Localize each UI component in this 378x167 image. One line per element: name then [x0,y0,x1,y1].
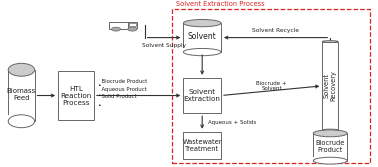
Bar [183,48,221,52]
Text: Biocrude Product
  Aqueous Product
  Solid Product: Biocrude Product Aqueous Product Solid P… [98,79,147,99]
Text: Biocrude +
Solvent: Biocrude + Solvent [256,81,287,92]
Circle shape [128,27,137,31]
Bar [109,22,128,29]
Text: •: • [97,93,101,98]
Text: •: • [97,103,101,108]
Bar [172,9,370,163]
Ellipse shape [322,41,338,43]
Bar [322,42,338,130]
Bar [8,115,35,121]
Bar [313,133,347,161]
Ellipse shape [183,20,221,27]
Circle shape [112,27,121,31]
Text: Aqueous + Solids: Aqueous + Solids [208,120,256,125]
Bar [8,70,35,121]
Text: Solvent Supply: Solvent Supply [142,43,186,48]
Bar [183,132,221,159]
Bar [129,23,136,26]
Ellipse shape [313,130,347,137]
Text: Solvent Recycle: Solvent Recycle [252,28,299,33]
Ellipse shape [313,157,347,164]
Bar [183,78,221,113]
Text: Solvent: Solvent [188,32,217,41]
Ellipse shape [183,48,221,56]
Text: Solvent Extraction Process: Solvent Extraction Process [176,1,265,7]
Ellipse shape [322,129,338,131]
Text: •: • [97,83,101,88]
Ellipse shape [8,63,35,76]
Bar [58,71,94,120]
Text: Wastewater
Treatment: Wastewater Treatment [183,139,222,152]
Text: Solvent
Recovery: Solvent Recovery [324,70,337,101]
Ellipse shape [8,115,35,128]
Bar [313,157,347,161]
Text: Biocrude
Product: Biocrude Product [316,140,345,153]
Bar [183,23,221,52]
Text: HTL
Reaction
Process: HTL Reaction Process [60,86,91,106]
Bar [128,22,137,28]
Text: Biomass
Feed: Biomass Feed [7,88,36,101]
Text: Solvent
Extraction: Solvent Extraction [184,89,221,102]
